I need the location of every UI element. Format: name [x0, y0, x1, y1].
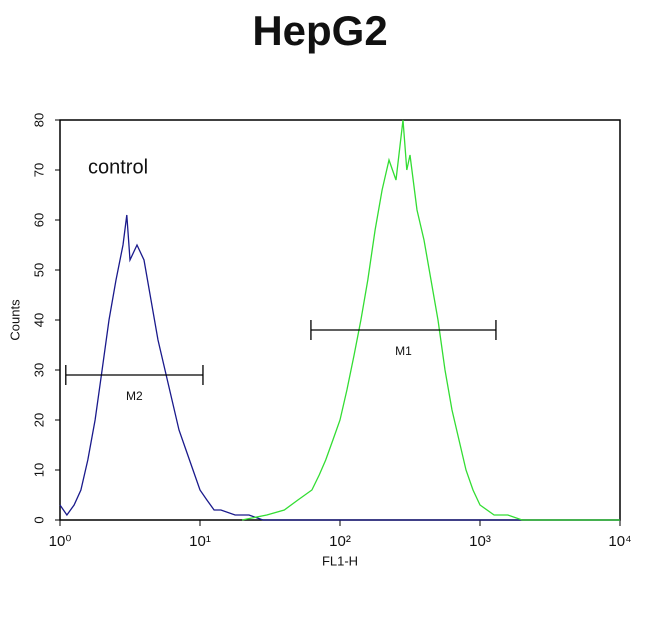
histogram-line	[241, 119, 620, 521]
x-axis-label: FL1-H	[322, 553, 358, 568]
y-axis-label: Counts	[7, 299, 22, 341]
y-tick-label: 70	[31, 163, 46, 177]
histogram-line	[59, 214, 620, 521]
gate-label: M1	[395, 344, 412, 358]
x-tick-label: 10²	[329, 533, 351, 550]
y-tick-label: 80	[31, 113, 46, 127]
y-tick-label: 10	[31, 463, 46, 477]
x-tick-label: 10¹	[189, 533, 211, 550]
gate-marker	[310, 320, 497, 340]
annotation: control	[88, 156, 148, 178]
y-tick-label: 20	[31, 413, 46, 427]
x-tick-label: 10⁰	[49, 533, 72, 550]
y-tick-label: 0	[31, 516, 46, 523]
x-tick-label: 10³	[469, 533, 491, 550]
y-tick-label: 30	[31, 363, 46, 377]
x-tick-label: 10⁴	[608, 533, 631, 550]
gate-label: M2	[126, 389, 143, 403]
y-tick-label: 40	[31, 313, 46, 327]
y-tick-label: 60	[31, 213, 46, 227]
chart-title: HepG2	[252, 7, 387, 54]
plot-frame	[59, 119, 621, 521]
gate-marker	[65, 365, 204, 385]
y-tick-label: 50	[31, 263, 46, 277]
